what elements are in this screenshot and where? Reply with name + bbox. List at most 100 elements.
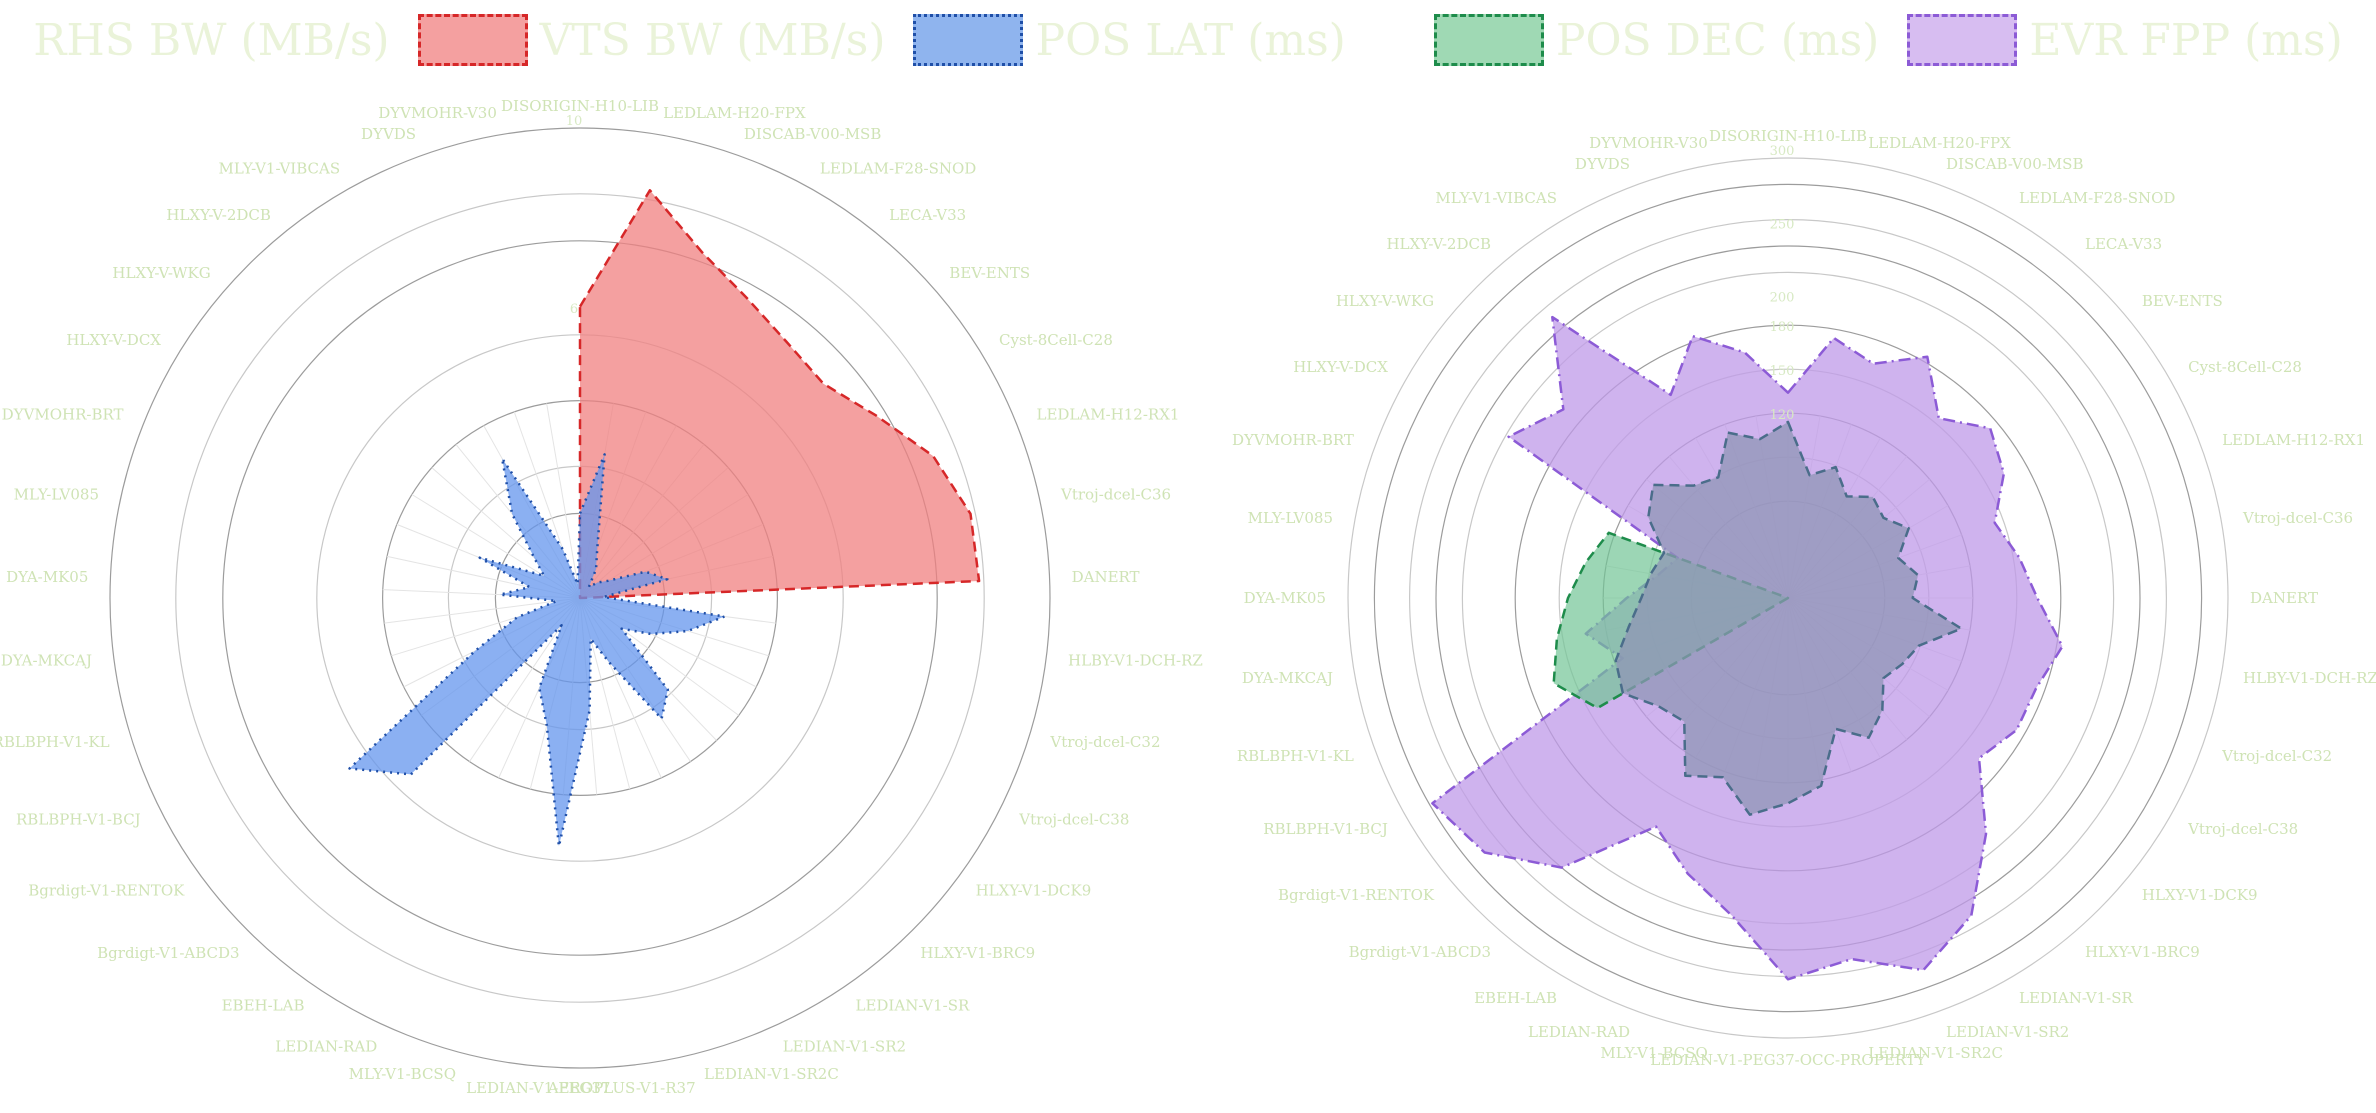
category-label: DYVMOHR-V30 [378,104,497,122]
radial-tick-label: 150 [1770,364,1795,379]
category-label: LEDIAN-V1-SR2C [704,1065,839,1083]
grid-spoke [546,403,581,599]
category-label: Cyst-8Cell-C28 [2188,358,2302,376]
category-label: Bgrdigt-V1-ABCD3 [97,944,239,962]
category-label: DISCAB-V00-MSB [1946,155,2083,173]
category-label: HLXY-V1-BRC9 [920,944,1035,962]
radial-tick-label: 250 [1770,217,1795,232]
category-label: Bgrdigt-V1-RENTOK [1278,886,1435,904]
category-label: Vtroj-dcel-C36 [2242,509,2353,527]
legend-label: POS LAT (ms) [1035,14,1346,66]
series-slate-area [1614,420,1963,816]
category-label: MLY-LV085 [1248,509,1333,527]
category-label: LEDLAM-H20-FPX [663,104,806,122]
category-label: MLY-V1-BCSQ [349,1065,456,1083]
category-label: RBLBPH-V1-KL [0,733,110,751]
category-label: MLY-LV085 [14,485,99,503]
grid-ring [1373,183,2203,1013]
category-label: Vtroj-dcel-C36 [1060,485,1171,503]
legend-item-pos-dec: POS DEC (ms) [1433,14,1880,66]
category-label: DANERT [1072,568,1140,586]
category-label: HLBY-V1-DCH-RZ [1068,652,1203,670]
category-label: DYA-MKCAJ [1242,669,1333,687]
grid-ring [1347,157,2229,1039]
radial-tick-label: 180 [1770,320,1795,335]
category-label: HLXY-V-2DCB [166,206,271,224]
category-label: AEROPLUS-V1-R37 [547,1079,696,1097]
category-label: DANERT [2250,589,2318,607]
series-red-area [578,189,981,600]
category-label: DYVDS [361,125,416,143]
category-label: LECA-V33 [889,206,966,224]
category-label: HLXY-V1-DCK9 [976,882,1092,900]
category-label: LEDIAN-V1-PEG37 [466,1079,610,1097]
category-label: Vtroj-dcel-C38 [1018,811,1129,829]
legend-label: RHS BW (MB/s) [33,14,390,66]
category-label: DYVMOHR-V30 [1589,134,1708,152]
legend: RHS BW (MB/s) VTS BW (MB/s) POS LAT (ms)… [0,0,2376,80]
category-label: HLXY-V1-DCK9 [2142,886,2258,904]
category-label: LEDLAM-H12-RX1 [2222,431,2365,449]
category-label: DYA-MKCAJ [1,652,92,670]
grid-spoke [384,597,581,624]
grid-ring [222,240,938,956]
category-label: HLXY-V-WKG [112,264,210,282]
radial-tick-label: 300 [1770,144,1795,159]
category-label: MLY-V1-BCSQ [1600,1044,1707,1062]
category-label: RBLBPH-V1-BCJ [1263,820,1388,838]
category-label: EBEH-LAB [1474,989,1557,1007]
category-label: LEDLAM-F28-SNOD [820,160,976,178]
category-label: EBEH-LAB [222,997,305,1015]
legend-item-pos-lat: POS LAT (ms) [913,14,1346,66]
legend-swatch-red [417,14,528,66]
category-label: LEDIAN-V1-PEG37-OCC-PROPERTY [1650,1051,1927,1069]
category-label: HLXY-V-DCX [1293,358,1388,376]
category-label: LEDLAM-F28-SNOD [2019,189,2175,207]
legend-swatch-green [1433,14,1544,66]
radial-tick-label: 6 [570,302,578,317]
legend-item-rhs-bw: RHS BW (MB/s) [33,15,389,66]
category-label: Vtroj-dcel-C32 [1049,733,1160,751]
series-blue-area [348,453,726,848]
category-label: LEDIAN-V1-SR [2019,989,2134,1007]
category-label: HLXY-V-WKG [1336,292,1434,310]
category-label: Vtroj-dcel-C32 [2221,747,2332,765]
category-label: HLXY-V-2DCB [1386,235,1491,253]
category-label: LEDLAM-H20-FPX [1868,134,2011,152]
category-label: Cyst-8Cell-C28 [999,331,1113,349]
category-label: DISORIGIN-H10-LIB [1709,127,1867,145]
category-label: LECA-V33 [2085,235,2162,253]
grid-ring [109,127,1051,1069]
category-label: DYVMOHR-BRT [1232,431,1354,449]
category-label: DYVMOHR-BRT [2,406,124,424]
category-label: HLBY-V1-DCH-RZ [2243,669,2376,687]
category-label: DYA-MK05 [6,568,88,586]
category-label: LEDIAN-V1-SR2 [783,1037,906,1055]
radial-tick-label: 10 [566,114,583,129]
category-label: LEDIAN-RAD [1528,1023,1630,1041]
category-label: BEV-ENTS [2142,292,2223,310]
legend-label: POS DEC (ms) [1555,14,1880,66]
category-label: DISCAB-V00-MSB [744,125,881,143]
legend-label: VTS BW (MB/s) [539,14,886,66]
legend-item-vts-bw: VTS BW (MB/s) [417,14,886,66]
category-label: Vtroj-dcel-C38 [2187,820,2298,838]
category-label: MLY-V1-VIBCAS [219,160,341,178]
radial-tick-label: 120 [1770,408,1795,423]
legend-swatch-purple [1907,14,2018,66]
category-label: LEDIAN-V1-SR2 [1946,1023,2069,1041]
category-label: LEDIAN-RAD [275,1037,377,1055]
legend-item-evr-fpp: EVR FPP (ms) [1907,14,2343,66]
radial-tick-label: 200 [1770,291,1795,306]
category-label: MLY-V1-VIBCAS [1435,189,1557,207]
legend-swatch-blue [913,14,1024,66]
category-label: RBLBPH-V1-BCJ [16,811,141,829]
category-label: BEV-ENTS [949,264,1030,282]
category-label: RBLBPH-V1-KL [1237,747,1354,765]
category-label: HLXY-V1-BRC9 [2085,943,2200,961]
category-label: Bgrdigt-V1-RENTOK [28,882,185,900]
category-label: LEDIAN-V1-SR2C [1868,1044,2003,1062]
category-label: DYVDS [1575,155,1630,173]
